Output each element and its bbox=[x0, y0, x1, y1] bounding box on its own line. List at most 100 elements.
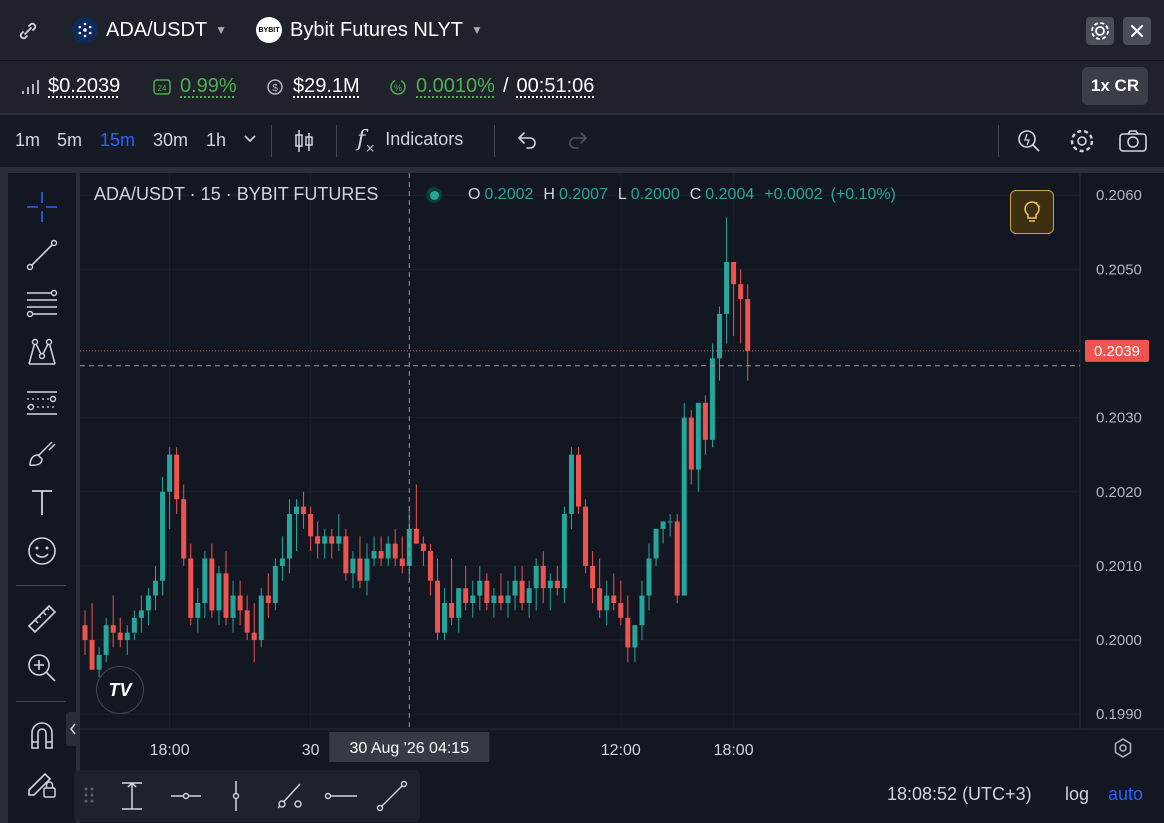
candle-body bbox=[258, 595, 264, 641]
chevron-down-icon: ▼ bbox=[215, 23, 228, 37]
chart-legend-symbol[interactable]: ADA/USDT · 15 · BYBIT FUTURES bbox=[94, 184, 379, 204]
brush-tool[interactable] bbox=[22, 433, 62, 473]
candle-body bbox=[533, 565, 539, 589]
pattern-icon bbox=[28, 338, 56, 365]
search-spark-icon bbox=[1018, 130, 1040, 152]
price-range-icon bbox=[122, 781, 142, 810]
candle-body bbox=[244, 610, 250, 633]
price-tick-label: 0.2050 bbox=[1096, 261, 1142, 278]
measure-tool[interactable] bbox=[22, 599, 62, 639]
timeframe-1m[interactable]: 1m bbox=[15, 130, 41, 150]
horizontal-line-tool[interactable] bbox=[324, 778, 360, 819]
candle-body bbox=[265, 595, 271, 603]
candle-body bbox=[618, 602, 624, 618]
screenshot-button[interactable] bbox=[1118, 127, 1148, 160]
close-value: 0.2004 bbox=[705, 186, 755, 203]
close-button[interactable] bbox=[1123, 17, 1151, 45]
indicators-button[interactable]: f× Indicators bbox=[357, 127, 464, 155]
link-icon[interactable] bbox=[14, 17, 42, 45]
chart-settings-button[interactable] bbox=[1068, 127, 1096, 160]
trend-line-tool[interactable] bbox=[22, 235, 62, 275]
funding-rate: % 0.0010% / 00:51:06 bbox=[388, 75, 594, 98]
candle-body bbox=[223, 573, 229, 618]
candle-body bbox=[392, 543, 398, 559]
candle-body bbox=[230, 595, 236, 618]
candle-body bbox=[724, 261, 730, 314]
fx-icon: f× bbox=[357, 127, 376, 155]
lock-drawings-tool[interactable] bbox=[22, 763, 62, 803]
vertical-line-icon bbox=[232, 781, 240, 811]
brush-icon bbox=[29, 441, 56, 466]
candle-body bbox=[209, 558, 215, 611]
chevron-down-icon bbox=[244, 135, 256, 143]
candle-body bbox=[576, 454, 581, 507]
redo-button[interactable] bbox=[566, 129, 590, 156]
curve-tool[interactable] bbox=[272, 778, 308, 819]
fib-tool[interactable] bbox=[22, 284, 62, 324]
candlestick-chart[interactable]: 0.2039 30 Aug '26 04:15 0.2060 0.2050 0.203… bbox=[80, 173, 1164, 823]
candle-body bbox=[590, 565, 596, 589]
quick-search-button[interactable] bbox=[1015, 127, 1043, 160]
svg-text:24: 24 bbox=[158, 84, 167, 93]
scale-settings-button[interactable] bbox=[1112, 737, 1134, 764]
price-range-tool[interactable] bbox=[114, 778, 150, 819]
crosshair-tool[interactable] bbox=[22, 187, 62, 227]
candle-body bbox=[357, 558, 363, 581]
candle-body bbox=[110, 625, 116, 633]
log-scale-toggle[interactable]: log bbox=[1065, 784, 1090, 804]
leverage-button[interactable]: 1x CR bbox=[1082, 67, 1148, 105]
clock-label[interactable]: 18:08:52 (UTC+3) bbox=[887, 784, 1032, 804]
candle-body bbox=[329, 536, 335, 544]
candle-body bbox=[498, 595, 504, 603]
horizontal-ray-tool[interactable] bbox=[168, 778, 204, 819]
candle-body bbox=[174, 454, 180, 500]
timeframe-1h[interactable]: 1h bbox=[206, 130, 227, 150]
chart-type-button[interactable] bbox=[292, 127, 316, 160]
signal-bars-icon bbox=[22, 79, 39, 94]
candle-body bbox=[442, 602, 448, 633]
magnet-tool[interactable] bbox=[22, 715, 62, 755]
vertical-line-tool[interactable] bbox=[218, 778, 254, 819]
price-tick-label: 0.1990 bbox=[1096, 706, 1142, 723]
timeframe-15m[interactable]: 15m bbox=[100, 130, 136, 150]
candle-body bbox=[681, 417, 687, 596]
drag-handle[interactable] bbox=[82, 784, 96, 811]
open-value: 0.2002 bbox=[484, 186, 534, 203]
zoom-in-icon bbox=[28, 654, 56, 682]
zoom-tool[interactable] bbox=[22, 648, 62, 688]
auto-scale-toggle[interactable]: auto bbox=[1108, 784, 1144, 804]
divider bbox=[336, 125, 337, 157]
undo-button[interactable] bbox=[515, 129, 539, 156]
stats-bar: $0.2039 24 0.99% $ $29.1M % 0.0010% / 00… bbox=[0, 61, 1164, 113]
timeframe-dropdown[interactable] bbox=[243, 131, 257, 150]
candle-body bbox=[470, 595, 476, 603]
settings-button[interactable] bbox=[1086, 17, 1114, 45]
candle-body bbox=[124, 632, 130, 641]
ideas-button[interactable] bbox=[1010, 190, 1054, 234]
candle-body bbox=[604, 595, 610, 611]
candle-body bbox=[96, 654, 102, 670]
tradingview-logo[interactable]: TV bbox=[96, 666, 144, 714]
timeframe-5m[interactable]: 5m bbox=[57, 130, 83, 150]
text-tool[interactable] bbox=[22, 482, 62, 522]
ohlc-legend: O 0.2002 H 0.2007 L 0.2000 C 0.2004 +0.0002 … bbox=[468, 186, 896, 204]
chart-toolbar: 1m 5m 15m 30m 1h f× Indicators bbox=[0, 114, 1164, 168]
market-status-icon bbox=[426, 187, 442, 203]
divider bbox=[494, 125, 495, 157]
emoji-tool[interactable] bbox=[22, 531, 62, 571]
indicators-label: Indicators bbox=[385, 129, 464, 149]
exchange-selector[interactable]: BYBIT Bybit Futures NLYT ▼ bbox=[256, 17, 483, 43]
timeframe-30m[interactable]: 30m bbox=[153, 130, 189, 150]
candle-body bbox=[103, 625, 109, 655]
collapse-sidebar-button[interactable] bbox=[66, 712, 80, 746]
candle-body bbox=[477, 580, 483, 596]
ray-tool[interactable] bbox=[374, 778, 410, 819]
volume-value: $29.1M bbox=[293, 75, 360, 97]
candle-body bbox=[308, 514, 314, 537]
pattern-tool[interactable] bbox=[22, 333, 62, 373]
candle-body bbox=[279, 558, 285, 566]
symbol-selector[interactable]: ADA/USDT ▼ bbox=[72, 17, 227, 43]
chart-area[interactable]: 0.2039 30 Aug '26 04:15 0.2060 0.2050 0.203… bbox=[80, 173, 1164, 823]
candle-body bbox=[519, 580, 525, 603]
forecast-tool[interactable] bbox=[22, 383, 62, 423]
